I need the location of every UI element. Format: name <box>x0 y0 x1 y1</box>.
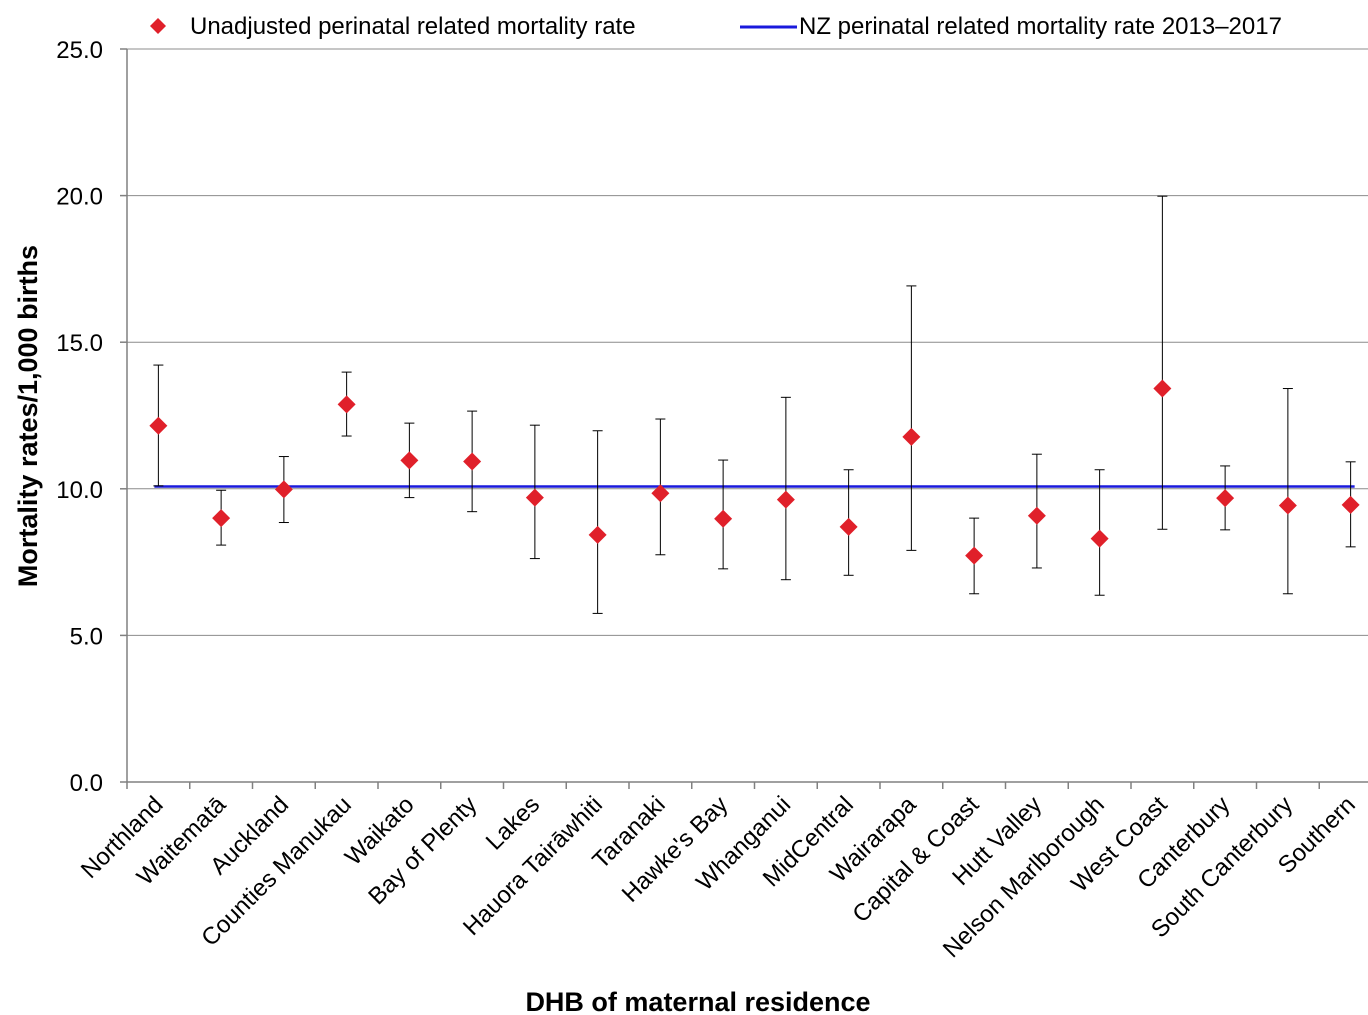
data-point-diamond <box>839 517 858 536</box>
data-point-diamond <box>337 395 356 414</box>
y-axis-title: Mortality rates/1,000 births <box>13 245 43 587</box>
data-point-diamond <box>588 525 607 544</box>
data-point-diamond <box>525 488 544 507</box>
data-point-diamond <box>1027 506 1046 525</box>
x-axis-title: DHB of maternal residence <box>525 987 870 1015</box>
data-point-diamond <box>714 509 733 528</box>
gridlines <box>120 48 1368 789</box>
data-point-diamond <box>776 490 795 509</box>
error-bars <box>153 195 1356 614</box>
legend-label-nz: NZ perinatal related mortality rate 2013… <box>799 13 1282 40</box>
data-point-diamond <box>1090 529 1109 548</box>
axes <box>126 49 1368 783</box>
data-point-diamond <box>212 509 231 528</box>
y-tick-labels: 0.0 5.0 10.0 15.0 20.0 25.0 <box>56 37 103 797</box>
data-point-diamond <box>274 480 293 499</box>
data-point-diamond <box>1341 495 1360 514</box>
y-tick-label: 20.0 <box>56 184 103 211</box>
data-point-diamond <box>965 546 984 565</box>
data-point-diamond <box>149 416 168 435</box>
data-point-diamond <box>1216 489 1235 508</box>
y-tick-label: 25.0 <box>56 37 103 64</box>
y-tick-label: 10.0 <box>56 477 103 504</box>
x-tick-label: Bay of Plenty <box>363 791 482 910</box>
data-point-diamond <box>463 452 482 471</box>
legend-label-unadjusted: Unadjusted perinatal related mortality r… <box>190 13 636 40</box>
data-point-diamond <box>1153 379 1172 398</box>
data-point-diamond <box>400 451 419 470</box>
data-point-diamond <box>651 484 670 503</box>
y-tick-label: 5.0 <box>70 623 103 650</box>
y-tick-label: 0.0 <box>70 770 103 797</box>
legend: Unadjusted perinatal related mortality r… <box>150 13 1282 40</box>
data-point-diamond <box>1278 496 1297 515</box>
data-points <box>149 379 1360 565</box>
legend-marker-diamond <box>150 18 166 34</box>
y-tick-label: 15.0 <box>56 330 103 357</box>
data-point-diamond <box>902 427 921 446</box>
